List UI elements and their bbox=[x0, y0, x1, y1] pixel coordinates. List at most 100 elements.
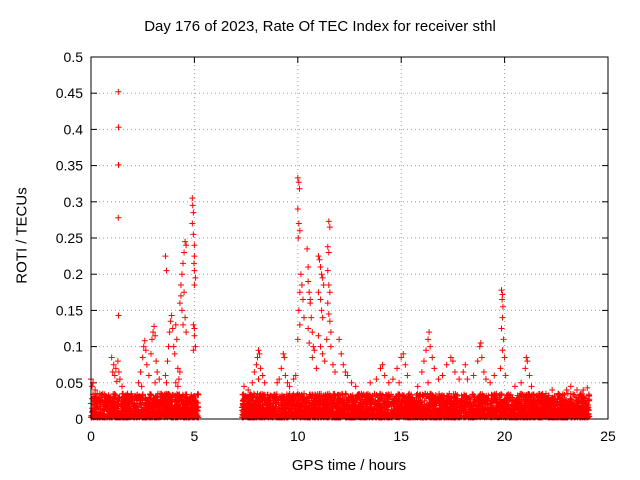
roti-point bbox=[110, 400, 117, 407]
roti-point bbox=[102, 394, 109, 401]
roti-point bbox=[152, 396, 159, 403]
roti-point bbox=[158, 394, 165, 401]
roti-point bbox=[180, 321, 187, 328]
roti-point bbox=[185, 399, 192, 406]
roti-point bbox=[190, 321, 197, 328]
y-tick-label: 0.45 bbox=[56, 85, 83, 101]
roti-point bbox=[112, 408, 119, 415]
roti-point bbox=[183, 242, 190, 249]
roti-point bbox=[162, 372, 169, 379]
roti-point bbox=[176, 300, 183, 307]
roti-point bbox=[115, 394, 122, 401]
roti-point bbox=[194, 391, 201, 398]
x-tick-label: 25 bbox=[600, 428, 616, 444]
roti-point bbox=[170, 343, 177, 350]
roti-point bbox=[137, 394, 144, 401]
roti-point bbox=[151, 323, 158, 330]
roti-point bbox=[191, 242, 198, 249]
roti-point bbox=[168, 405, 175, 412]
roti-point bbox=[255, 347, 262, 354]
roti-point bbox=[182, 238, 189, 245]
roti-point bbox=[147, 350, 154, 357]
x-tick-label: 20 bbox=[497, 428, 513, 444]
roti-point bbox=[119, 383, 126, 390]
roti-point bbox=[166, 329, 173, 336]
roti-point bbox=[181, 410, 188, 417]
roti-point bbox=[191, 267, 198, 274]
roti-point bbox=[189, 408, 196, 415]
roti-point bbox=[180, 260, 187, 267]
roti-point bbox=[131, 402, 138, 409]
roti-point bbox=[156, 376, 163, 383]
x-tick-label: 10 bbox=[290, 428, 306, 444]
roti-point bbox=[241, 383, 248, 390]
roti-point bbox=[172, 410, 179, 417]
roti-point bbox=[192, 409, 199, 416]
roti-point bbox=[171, 350, 178, 357]
x-tick-label: 0 bbox=[87, 428, 95, 444]
roti-point bbox=[97, 412, 104, 419]
roti-point bbox=[190, 260, 197, 267]
roti-point bbox=[195, 391, 202, 398]
roti-point bbox=[173, 394, 180, 401]
roti-point bbox=[294, 401, 301, 408]
roti-point bbox=[177, 292, 184, 299]
roti-point bbox=[168, 312, 175, 319]
roti-point bbox=[121, 401, 128, 408]
roti-point bbox=[176, 391, 183, 398]
roti-point bbox=[121, 394, 128, 401]
roti-point bbox=[167, 412, 174, 419]
roti-point bbox=[182, 314, 189, 321]
roti-point bbox=[101, 408, 108, 415]
roti-point bbox=[190, 209, 197, 216]
roti-point bbox=[175, 376, 182, 383]
roti-point bbox=[159, 410, 166, 417]
roti-point bbox=[143, 412, 150, 419]
roti-point bbox=[172, 321, 179, 328]
roti-point bbox=[145, 408, 152, 415]
roti-point bbox=[195, 404, 202, 411]
roti-point bbox=[166, 392, 173, 399]
roti-point bbox=[163, 409, 170, 416]
roti-point bbox=[173, 336, 180, 343]
roti-point bbox=[181, 249, 188, 256]
roti-point bbox=[141, 337, 148, 344]
roti-point bbox=[137, 400, 144, 407]
roti-point bbox=[157, 406, 164, 413]
roti-point bbox=[109, 404, 116, 411]
roti-point bbox=[149, 402, 156, 409]
roti-point bbox=[137, 368, 144, 375]
roti-point bbox=[117, 411, 124, 418]
roti-point bbox=[150, 395, 157, 402]
roti-point bbox=[189, 195, 196, 202]
roti-point bbox=[143, 400, 150, 407]
roti-point bbox=[171, 404, 178, 411]
x-tick-label: 5 bbox=[191, 428, 199, 444]
roti-point bbox=[103, 403, 110, 410]
roti-point bbox=[99, 390, 106, 397]
y-tick-label: 0.5 bbox=[64, 49, 84, 65]
roti-point bbox=[142, 401, 149, 408]
roti-point bbox=[147, 391, 154, 398]
roti-point bbox=[181, 289, 188, 296]
roti-point bbox=[177, 282, 184, 289]
y-tick-label: 0.2 bbox=[64, 266, 84, 282]
roti-point bbox=[171, 398, 178, 405]
roti-point bbox=[134, 391, 141, 398]
roti-point bbox=[162, 253, 169, 260]
roti-point bbox=[253, 361, 260, 368]
roti-point bbox=[193, 399, 200, 406]
y-tick-label: 0.25 bbox=[56, 230, 83, 246]
roti-point bbox=[127, 393, 134, 400]
roti-point bbox=[155, 412, 162, 419]
roti-point bbox=[194, 400, 201, 407]
roti-point bbox=[169, 325, 176, 332]
y-tick-label: 0.05 bbox=[56, 375, 83, 391]
roti-point bbox=[163, 267, 170, 274]
roti-point bbox=[110, 391, 117, 398]
roti-point bbox=[114, 358, 121, 365]
roti-point bbox=[167, 318, 174, 325]
roti-point bbox=[468, 395, 475, 402]
roti-point bbox=[190, 231, 197, 238]
roti-point bbox=[139, 354, 146, 361]
